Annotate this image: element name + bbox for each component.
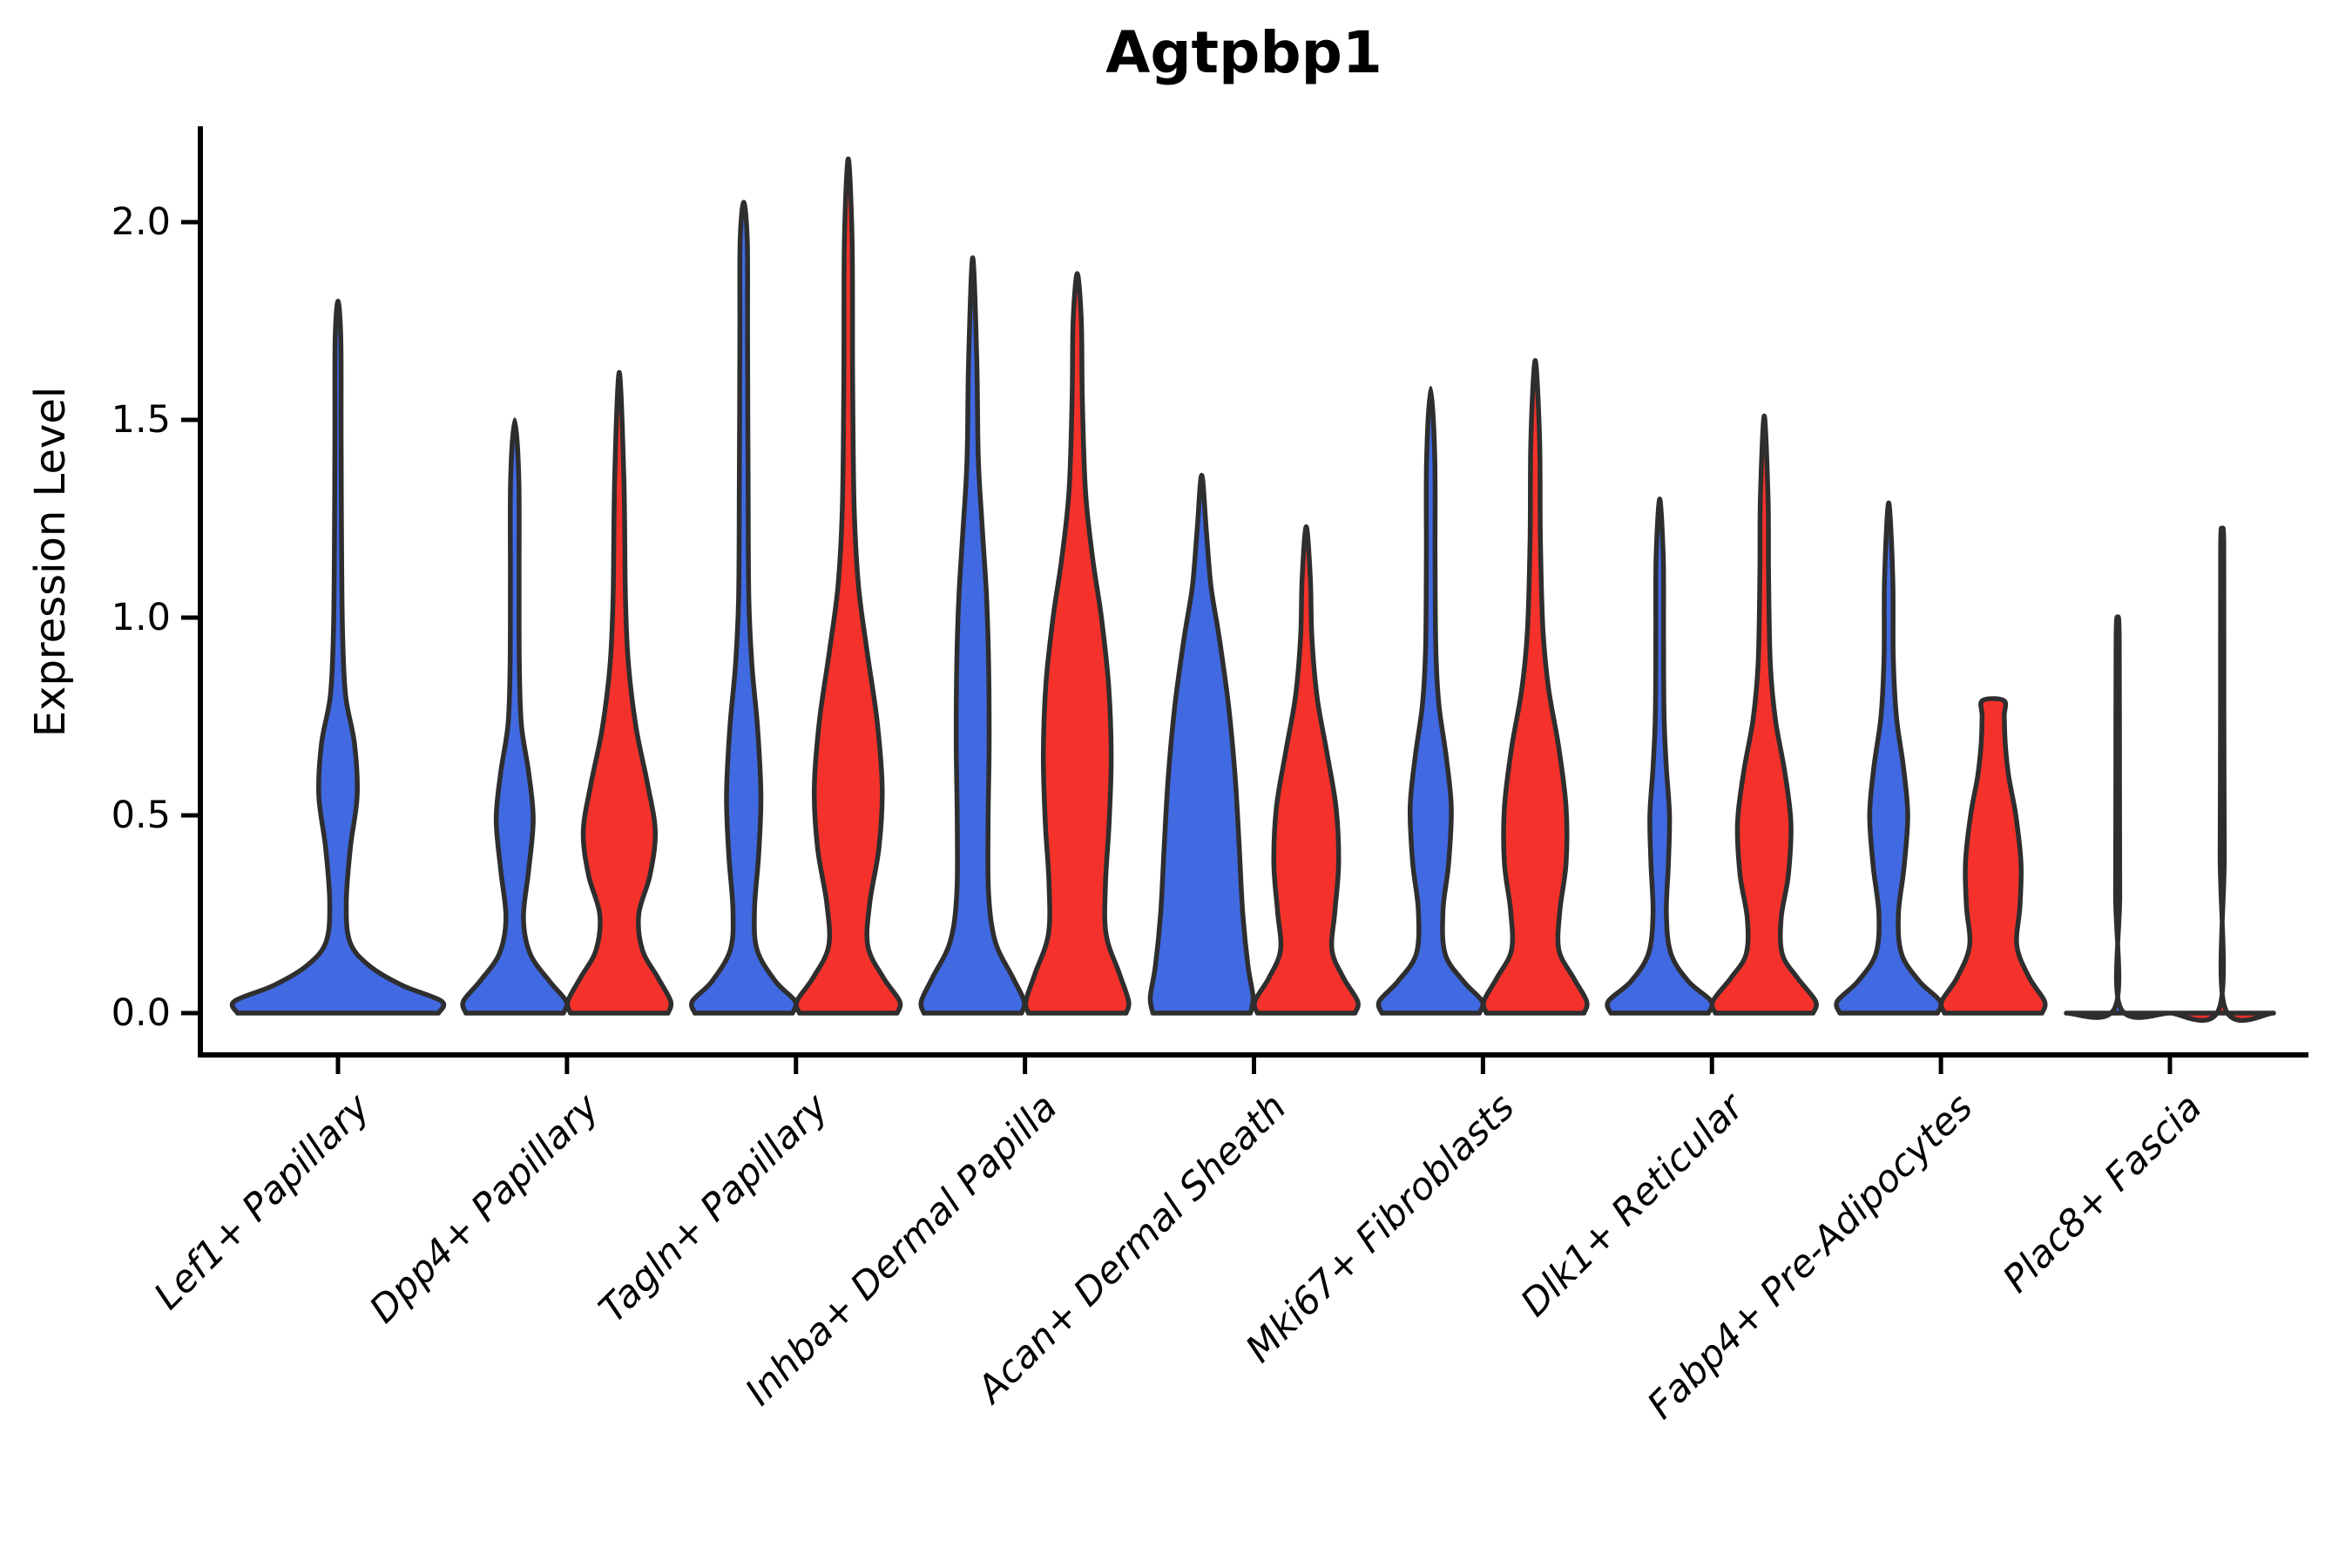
violin-acan-left [1147, 472, 1256, 1016]
violin-plac8-right [2168, 525, 2276, 1024]
y-tick-label: 2.0 [111, 200, 171, 244]
y-tick-label: 0.5 [111, 794, 171, 837]
y-axis-title: Expression Level [26, 386, 75, 738]
violin-fabp4-right [1938, 696, 2048, 1016]
violin-inhba-right [1023, 271, 1132, 1016]
violin-fabp4-left [1834, 500, 1943, 1016]
chart-title: Agtpbp1 [1105, 19, 1382, 86]
violin-inhba-left [918, 255, 1027, 1016]
violin-dlk1-right [1709, 413, 1819, 1016]
violin-mki67-left [1375, 385, 1486, 1016]
y-tick-label: 1.5 [111, 398, 171, 442]
violin-dpp4-right [564, 369, 674, 1016]
violin-lef1-center [229, 299, 447, 1016]
y-tick-label: 0.0 [111, 991, 171, 1035]
violin-dpp4-left [460, 417, 570, 1016]
violin-mki67-right [1481, 358, 1590, 1016]
violin-plac8-left [2064, 614, 2172, 1020]
violin-dlk1-left [1605, 497, 1715, 1016]
violin-tagln-left [689, 199, 799, 1016]
violin-acan-right [1252, 524, 1361, 1016]
violin-tagln-right [794, 156, 903, 1016]
y-tick-label: 1.0 [111, 596, 171, 639]
